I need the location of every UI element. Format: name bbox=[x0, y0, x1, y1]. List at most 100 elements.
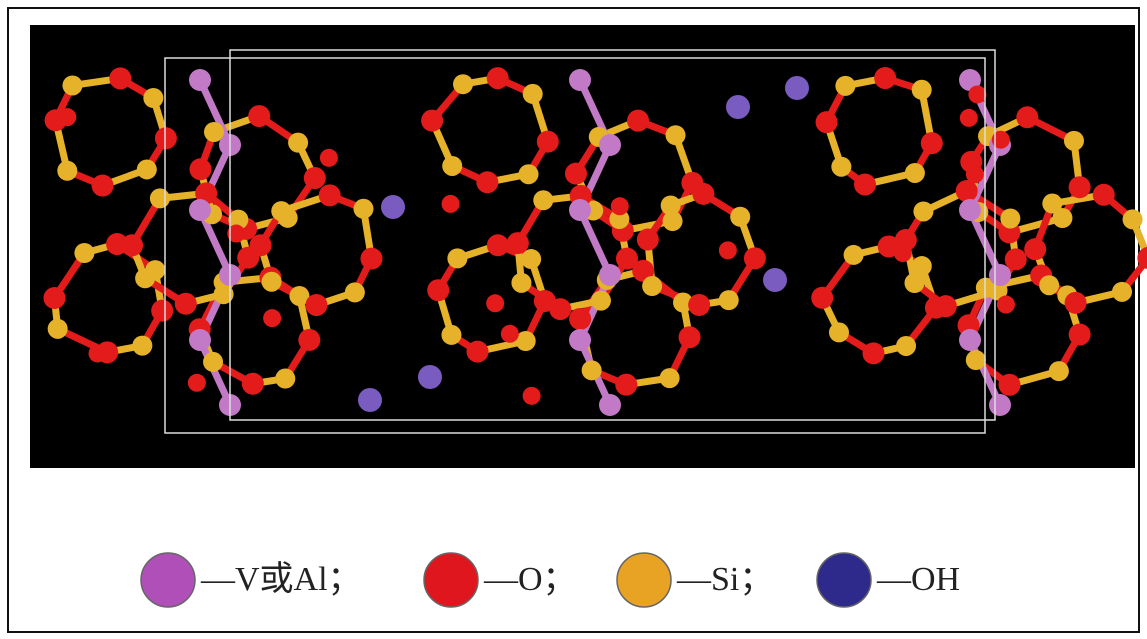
atom bbox=[132, 336, 152, 356]
atom bbox=[921, 132, 943, 154]
atom bbox=[262, 272, 282, 292]
atom bbox=[844, 245, 864, 265]
atom bbox=[913, 201, 933, 221]
atom bbox=[661, 195, 681, 215]
atom bbox=[441, 325, 461, 345]
atom bbox=[275, 369, 295, 389]
atom bbox=[1049, 361, 1069, 381]
atom bbox=[135, 268, 155, 288]
atom bbox=[57, 161, 77, 181]
atom bbox=[569, 329, 591, 351]
atom bbox=[1123, 209, 1143, 229]
atom bbox=[997, 296, 1015, 314]
atom bbox=[523, 387, 541, 405]
atom bbox=[189, 69, 211, 91]
atom bbox=[92, 175, 114, 197]
atom bbox=[642, 276, 662, 296]
atom bbox=[1000, 208, 1020, 228]
atom bbox=[442, 156, 462, 176]
atom bbox=[442, 195, 460, 213]
atom bbox=[263, 309, 281, 327]
atom bbox=[1065, 292, 1087, 314]
atom bbox=[829, 322, 849, 342]
atom bbox=[250, 234, 272, 256]
atom bbox=[966, 350, 986, 370]
atom bbox=[58, 108, 76, 126]
atom bbox=[637, 229, 659, 251]
atom bbox=[1024, 238, 1046, 260]
atom bbox=[421, 110, 443, 132]
atom bbox=[190, 158, 212, 180]
atom bbox=[959, 199, 981, 221]
atom bbox=[188, 374, 206, 392]
atom bbox=[271, 201, 291, 221]
atom bbox=[599, 394, 621, 416]
atom bbox=[298, 329, 320, 351]
atom bbox=[358, 388, 382, 412]
atom bbox=[549, 298, 571, 320]
atom bbox=[1064, 131, 1084, 151]
legend-swatch bbox=[424, 553, 478, 607]
atom bbox=[666, 125, 686, 145]
atom bbox=[569, 199, 591, 221]
atom bbox=[599, 134, 621, 156]
atom bbox=[692, 183, 714, 205]
atom bbox=[688, 294, 710, 316]
atom bbox=[487, 234, 509, 256]
atom bbox=[345, 282, 365, 302]
atom bbox=[1016, 106, 1038, 128]
atom bbox=[305, 294, 327, 316]
atom bbox=[811, 287, 833, 309]
atom bbox=[719, 241, 737, 259]
structure-figure: —V或Al；—O；—Si；—OH bbox=[0, 0, 1147, 639]
legend-swatch bbox=[141, 553, 195, 607]
atom bbox=[998, 374, 1020, 396]
atom bbox=[569, 308, 591, 330]
atom bbox=[904, 273, 924, 293]
atom bbox=[353, 199, 373, 219]
atom bbox=[319, 184, 341, 206]
atom bbox=[189, 329, 211, 351]
atom bbox=[151, 300, 173, 322]
atom bbox=[835, 76, 855, 96]
atom bbox=[487, 67, 509, 89]
atom bbox=[62, 75, 82, 95]
atom bbox=[109, 67, 131, 89]
atom bbox=[616, 248, 638, 270]
atom bbox=[968, 85, 986, 103]
atom bbox=[476, 171, 498, 193]
atom bbox=[155, 127, 177, 149]
atom bbox=[304, 167, 326, 189]
atom bbox=[242, 373, 264, 395]
atom bbox=[894, 244, 912, 262]
atom bbox=[660, 368, 680, 388]
atom bbox=[785, 76, 809, 100]
atom bbox=[831, 157, 851, 177]
atom bbox=[360, 248, 382, 270]
atom bbox=[679, 326, 701, 348]
legend-label: —O； bbox=[483, 561, 577, 598]
atom bbox=[1042, 194, 1062, 214]
legend-swatch bbox=[617, 553, 671, 607]
atom bbox=[896, 336, 916, 356]
atom bbox=[189, 199, 211, 221]
atom bbox=[89, 344, 107, 362]
atom bbox=[533, 190, 553, 210]
atom bbox=[719, 290, 739, 310]
atom bbox=[960, 109, 978, 127]
atom bbox=[763, 268, 787, 292]
atom bbox=[611, 197, 629, 215]
legend-label: —Si； bbox=[676, 561, 773, 598]
atom bbox=[453, 74, 473, 94]
atom bbox=[1093, 184, 1115, 206]
atom bbox=[537, 131, 559, 153]
atom bbox=[1112, 282, 1132, 302]
legend: —V或Al；—O；—Si；—OH bbox=[141, 553, 960, 607]
atom bbox=[905, 163, 925, 183]
atom bbox=[956, 180, 978, 202]
atom bbox=[599, 264, 621, 286]
atom bbox=[74, 243, 94, 263]
atom bbox=[48, 319, 68, 339]
atom bbox=[912, 80, 932, 100]
atom bbox=[501, 325, 519, 343]
